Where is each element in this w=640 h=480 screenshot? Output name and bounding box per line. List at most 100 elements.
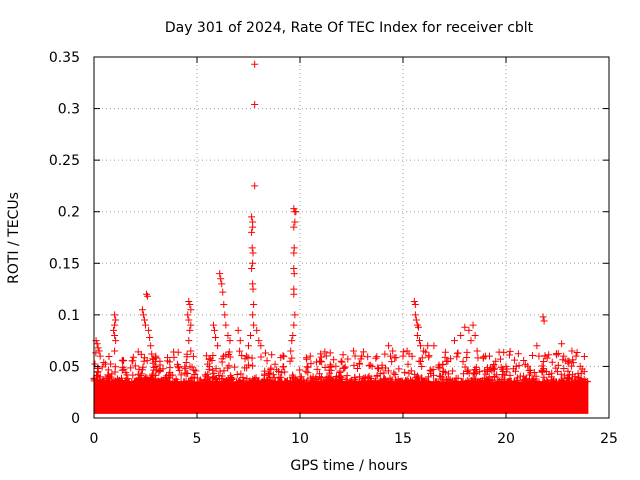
data-point bbox=[399, 352, 407, 360]
band-point bbox=[286, 357, 294, 365]
band-point bbox=[337, 372, 345, 380]
data-point bbox=[224, 331, 232, 339]
data-point bbox=[414, 323, 422, 331]
data-point bbox=[576, 362, 584, 370]
x-tick-label: 5 bbox=[193, 431, 202, 447]
band-point bbox=[131, 362, 139, 370]
data-point bbox=[247, 331, 255, 339]
band-point bbox=[221, 377, 229, 385]
band-point bbox=[281, 377, 289, 385]
band-point bbox=[412, 373, 420, 381]
band-point bbox=[304, 363, 312, 371]
data-point bbox=[152, 352, 160, 360]
band-point bbox=[372, 354, 380, 362]
y-tick-labels: 0 0.05 0.1 0.15 0.2 0.25 0.3 0.35 bbox=[49, 50, 80, 427]
band-point bbox=[361, 374, 369, 382]
band-point bbox=[107, 373, 115, 381]
band-point bbox=[218, 372, 226, 380]
band-point bbox=[351, 374, 359, 382]
band-point bbox=[201, 371, 209, 379]
band-point bbox=[548, 369, 556, 377]
data-point bbox=[389, 347, 397, 355]
data-point bbox=[186, 326, 194, 334]
band-point bbox=[514, 377, 522, 385]
axis-ticks bbox=[93, 56, 610, 419]
data-point bbox=[94, 344, 102, 352]
dense-band-fill bbox=[94, 381, 589, 414]
data-point bbox=[248, 244, 256, 252]
band-point bbox=[338, 358, 346, 366]
band-point bbox=[336, 368, 344, 376]
band-point bbox=[491, 373, 499, 381]
data-point bbox=[317, 357, 325, 365]
band-point bbox=[480, 353, 488, 361]
data-point bbox=[358, 352, 366, 360]
band-point bbox=[524, 362, 532, 370]
data-point bbox=[156, 357, 164, 365]
band-point bbox=[155, 368, 163, 376]
data-point bbox=[543, 354, 551, 362]
band-point bbox=[406, 376, 414, 384]
data-point bbox=[558, 340, 566, 348]
band-point bbox=[129, 353, 137, 361]
band-point bbox=[225, 362, 233, 370]
band-point bbox=[411, 378, 419, 386]
grid-lines bbox=[94, 57, 609, 418]
band-point bbox=[163, 354, 171, 362]
band-point bbox=[210, 369, 218, 377]
band-point bbox=[407, 367, 415, 375]
x-axis-title: GPS time / hours bbox=[290, 458, 407, 474]
data-point bbox=[410, 297, 418, 305]
band-point bbox=[173, 378, 181, 386]
band-point bbox=[248, 354, 256, 362]
band-point bbox=[391, 371, 399, 379]
band-point bbox=[104, 366, 112, 374]
band-point bbox=[298, 375, 306, 383]
data-point bbox=[249, 285, 257, 293]
band-point bbox=[260, 376, 268, 384]
band-point bbox=[268, 351, 276, 359]
band-point bbox=[174, 360, 182, 368]
data-point bbox=[290, 270, 298, 278]
band-point bbox=[548, 358, 556, 366]
band-point bbox=[505, 351, 513, 359]
band-point bbox=[426, 366, 434, 374]
dense-data-band bbox=[90, 347, 592, 414]
band-point bbox=[249, 362, 257, 370]
band-point bbox=[557, 370, 565, 378]
band-point bbox=[225, 348, 233, 356]
band-point bbox=[314, 378, 322, 386]
y-tick-label: 0.35 bbox=[49, 50, 80, 66]
band-point bbox=[548, 378, 556, 386]
band-point bbox=[359, 348, 367, 356]
data-point bbox=[257, 342, 265, 350]
band-point bbox=[134, 370, 142, 378]
band-point bbox=[271, 360, 279, 368]
band-point bbox=[208, 357, 216, 365]
band-point bbox=[169, 371, 177, 379]
y-tick-label: 0.3 bbox=[58, 102, 80, 118]
data-point bbox=[217, 275, 225, 283]
band-point bbox=[166, 377, 174, 385]
data-point bbox=[290, 223, 298, 231]
data-point bbox=[249, 249, 257, 257]
band-point bbox=[495, 348, 503, 356]
band-point bbox=[355, 359, 363, 367]
band-point bbox=[273, 366, 281, 374]
band-point bbox=[565, 375, 573, 383]
band-point bbox=[573, 348, 581, 356]
y-tick-label: 0.15 bbox=[49, 256, 80, 272]
data-point bbox=[147, 342, 155, 350]
band-point bbox=[564, 367, 572, 375]
band-point bbox=[365, 362, 373, 370]
band-point bbox=[117, 374, 125, 382]
data-point bbox=[245, 342, 252, 350]
band-point bbox=[552, 350, 560, 358]
band-point bbox=[181, 365, 189, 373]
band-point bbox=[128, 357, 136, 365]
band-point bbox=[496, 355, 504, 363]
y-tick-label: 0 bbox=[71, 411, 80, 427]
band-point bbox=[569, 359, 577, 367]
data-point bbox=[469, 321, 477, 329]
band-point bbox=[159, 365, 167, 373]
